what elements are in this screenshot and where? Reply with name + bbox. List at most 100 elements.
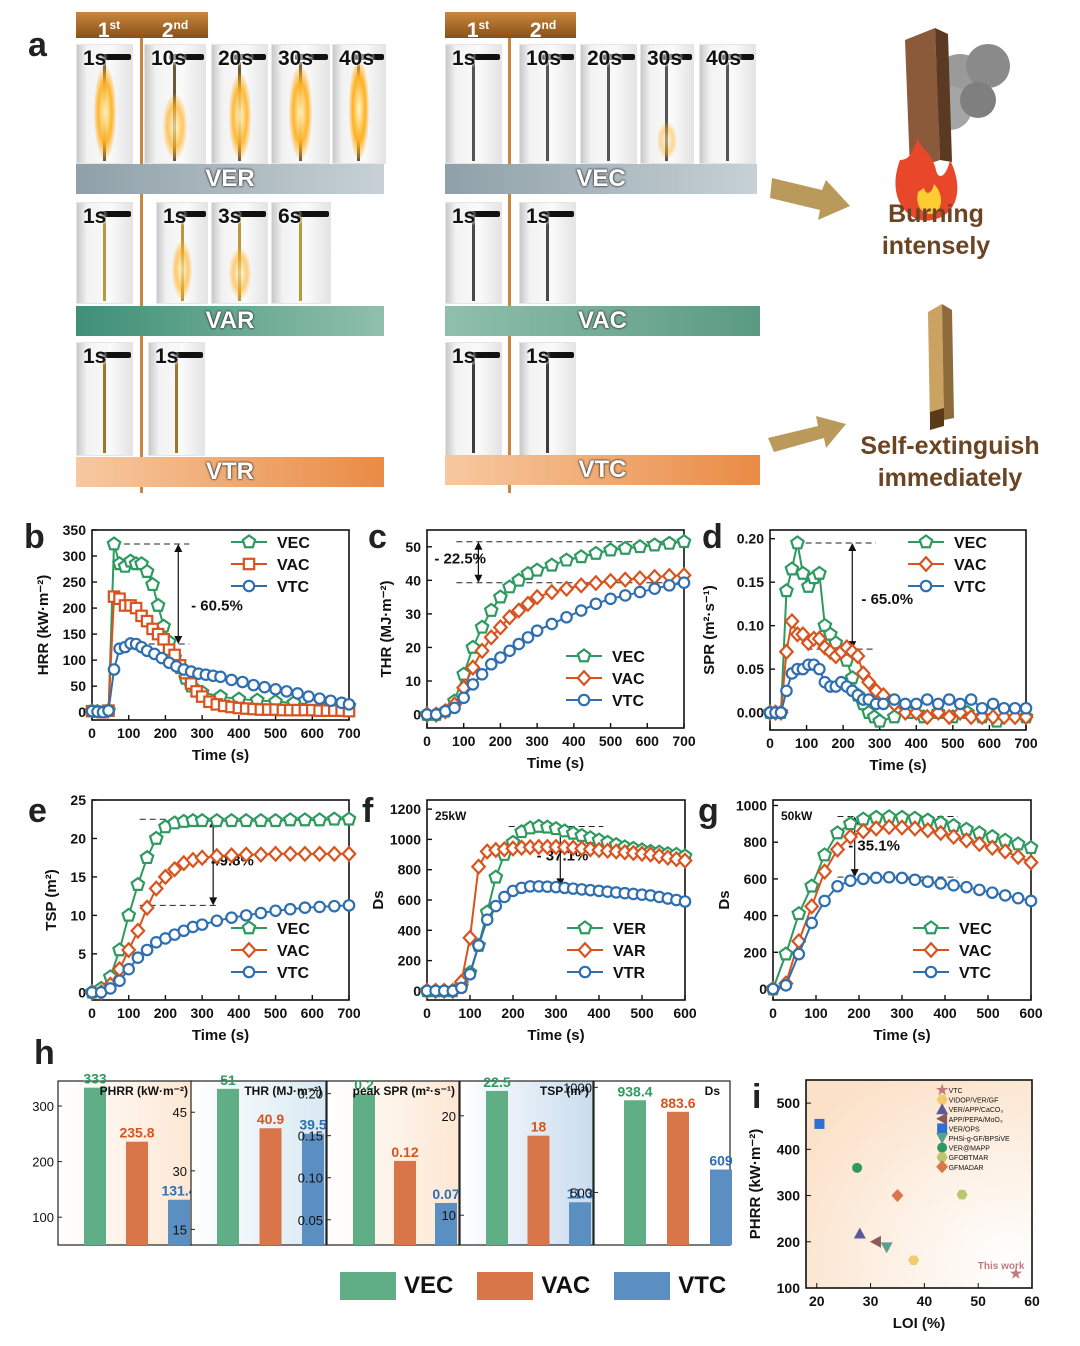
reduction-annotation: - 65.0% [861, 591, 913, 608]
data-point-vtc [85, 986, 99, 999]
series-line-vtc [770, 663, 1026, 714]
legend-marker [924, 965, 938, 979]
x-tick-label: 200 [501, 1005, 525, 1021]
data-point-vtc [618, 589, 632, 602]
flame-glow [172, 241, 192, 299]
data-point-var [419, 982, 435, 1000]
photo-time-label: 1s [526, 345, 550, 368]
x-tick-label: 300 [890, 1005, 914, 1021]
self-extinguish-note-line: immediately [877, 464, 1023, 492]
data-point-vtc [986, 697, 1000, 711]
sample-clamp [99, 211, 131, 217]
legend-marker [919, 579, 933, 593]
data-point-vtc [429, 708, 443, 721]
legend-label: GFOBTMAR [949, 1155, 989, 1162]
data-point-ver [419, 983, 435, 998]
data-point-vec [828, 635, 844, 650]
data-point-vac [661, 567, 678, 585]
bar-value-label: 131.4 [161, 1183, 196, 1199]
legend-label: PHSi-g-GF/BPSiVE [949, 1136, 1010, 1143]
data-point-vec [1018, 709, 1034, 724]
legend-marker [936, 1094, 948, 1105]
data-point-vtc [998, 889, 1012, 902]
data-point-ver [436, 983, 452, 998]
data-point-vec [249, 692, 265, 707]
data-point-vac [91, 705, 104, 718]
y-axis-label: HRR (kW·m⁻²) [35, 575, 52, 675]
data-point-vac [102, 976, 119, 993]
self-extinguish-note: Self-extinguish immediately [838, 430, 1062, 494]
data-point-vtc [985, 886, 999, 899]
x-tick-label: 700 [1014, 735, 1038, 751]
data-point-ver [565, 825, 581, 840]
data-point-ver [677, 848, 693, 863]
data-point-vtc [107, 663, 121, 676]
data-point-vtr [549, 880, 563, 894]
data-point-vac [328, 704, 341, 717]
data-point-vac [129, 601, 143, 615]
y-tick-label: 0.15 [737, 574, 764, 590]
x-tick-label: 100 [795, 735, 819, 751]
y-tick-label: 50 [70, 678, 86, 694]
bar-vac [394, 1160, 416, 1245]
series-line-vac [427, 574, 685, 716]
y-tick-label: 100 [32, 1210, 54, 1225]
data-point-vtc [521, 631, 535, 644]
y-tick-label: 800 [398, 862, 422, 878]
data-point-var [488, 841, 504, 859]
data-point-vac [886, 695, 903, 713]
x-tick-label: 30 [863, 1293, 879, 1309]
data-point-var [496, 840, 513, 858]
y-tick-label: 30 [173, 1164, 187, 1179]
data-point-vac [602, 572, 619, 590]
data-point-ver [522, 820, 538, 835]
panel-label-g: g [698, 792, 719, 830]
data-point-ver [488, 869, 504, 884]
legend-marker [242, 557, 256, 571]
data-point-vac [113, 592, 126, 606]
legend-label: VTC [949, 1088, 963, 1095]
data-point-vac [817, 639, 833, 656]
data-point-vec [833, 643, 849, 659]
data-point-vac [1018, 708, 1034, 726]
x-tick-label: 400 [562, 733, 586, 749]
data-point-vac [511, 602, 527, 619]
data-point-vac [558, 580, 575, 598]
series-line-vec [772, 815, 1032, 990]
data-point-vec [989, 713, 1005, 728]
series-line-vac [772, 825, 1032, 990]
data-point-vtc [302, 690, 315, 703]
bar-value-label: 39.5 [299, 1117, 326, 1133]
panel-label-e: e [28, 792, 47, 830]
data-point-vtc [104, 982, 117, 995]
arrow-head [174, 544, 183, 553]
legend-label: VER/OPS [949, 1126, 980, 1133]
data-point-vtc [313, 900, 326, 914]
data-point-var [427, 982, 444, 1000]
data-point-vec [483, 602, 499, 617]
sample-clamp [468, 54, 500, 61]
data-point-vec [134, 555, 150, 571]
data-point-var [617, 843, 633, 861]
data-point-vec [341, 698, 357, 713]
data-point-vac [225, 700, 238, 714]
this-work-label: This work [978, 1261, 1025, 1272]
y-tick-label: 1000 [390, 831, 421, 847]
data-point-vec [866, 709, 882, 724]
scatter-chart-i: 20 30 40 50 60 100 200 300 400 500 LOI (%) PHRR (kW… [747, 1079, 1040, 1332]
data-point-vac [437, 702, 454, 720]
data-point-vec [465, 639, 481, 654]
data-point-var [625, 844, 642, 862]
plot-frame [91, 799, 350, 1001]
data-point-vtc [170, 660, 183, 673]
photo-time-label: 10s [526, 47, 562, 70]
data-point-vac [908, 704, 925, 721]
data-point-vac [269, 703, 282, 716]
data-point-vec [850, 687, 866, 702]
order-tag: 2nd [142, 12, 208, 42]
data-point-var [574, 840, 590, 857]
data-point-vtc [895, 871, 909, 885]
data-point-var [522, 838, 538, 856]
data-point-vac [254, 703, 268, 716]
data-point-vac [544, 583, 560, 601]
